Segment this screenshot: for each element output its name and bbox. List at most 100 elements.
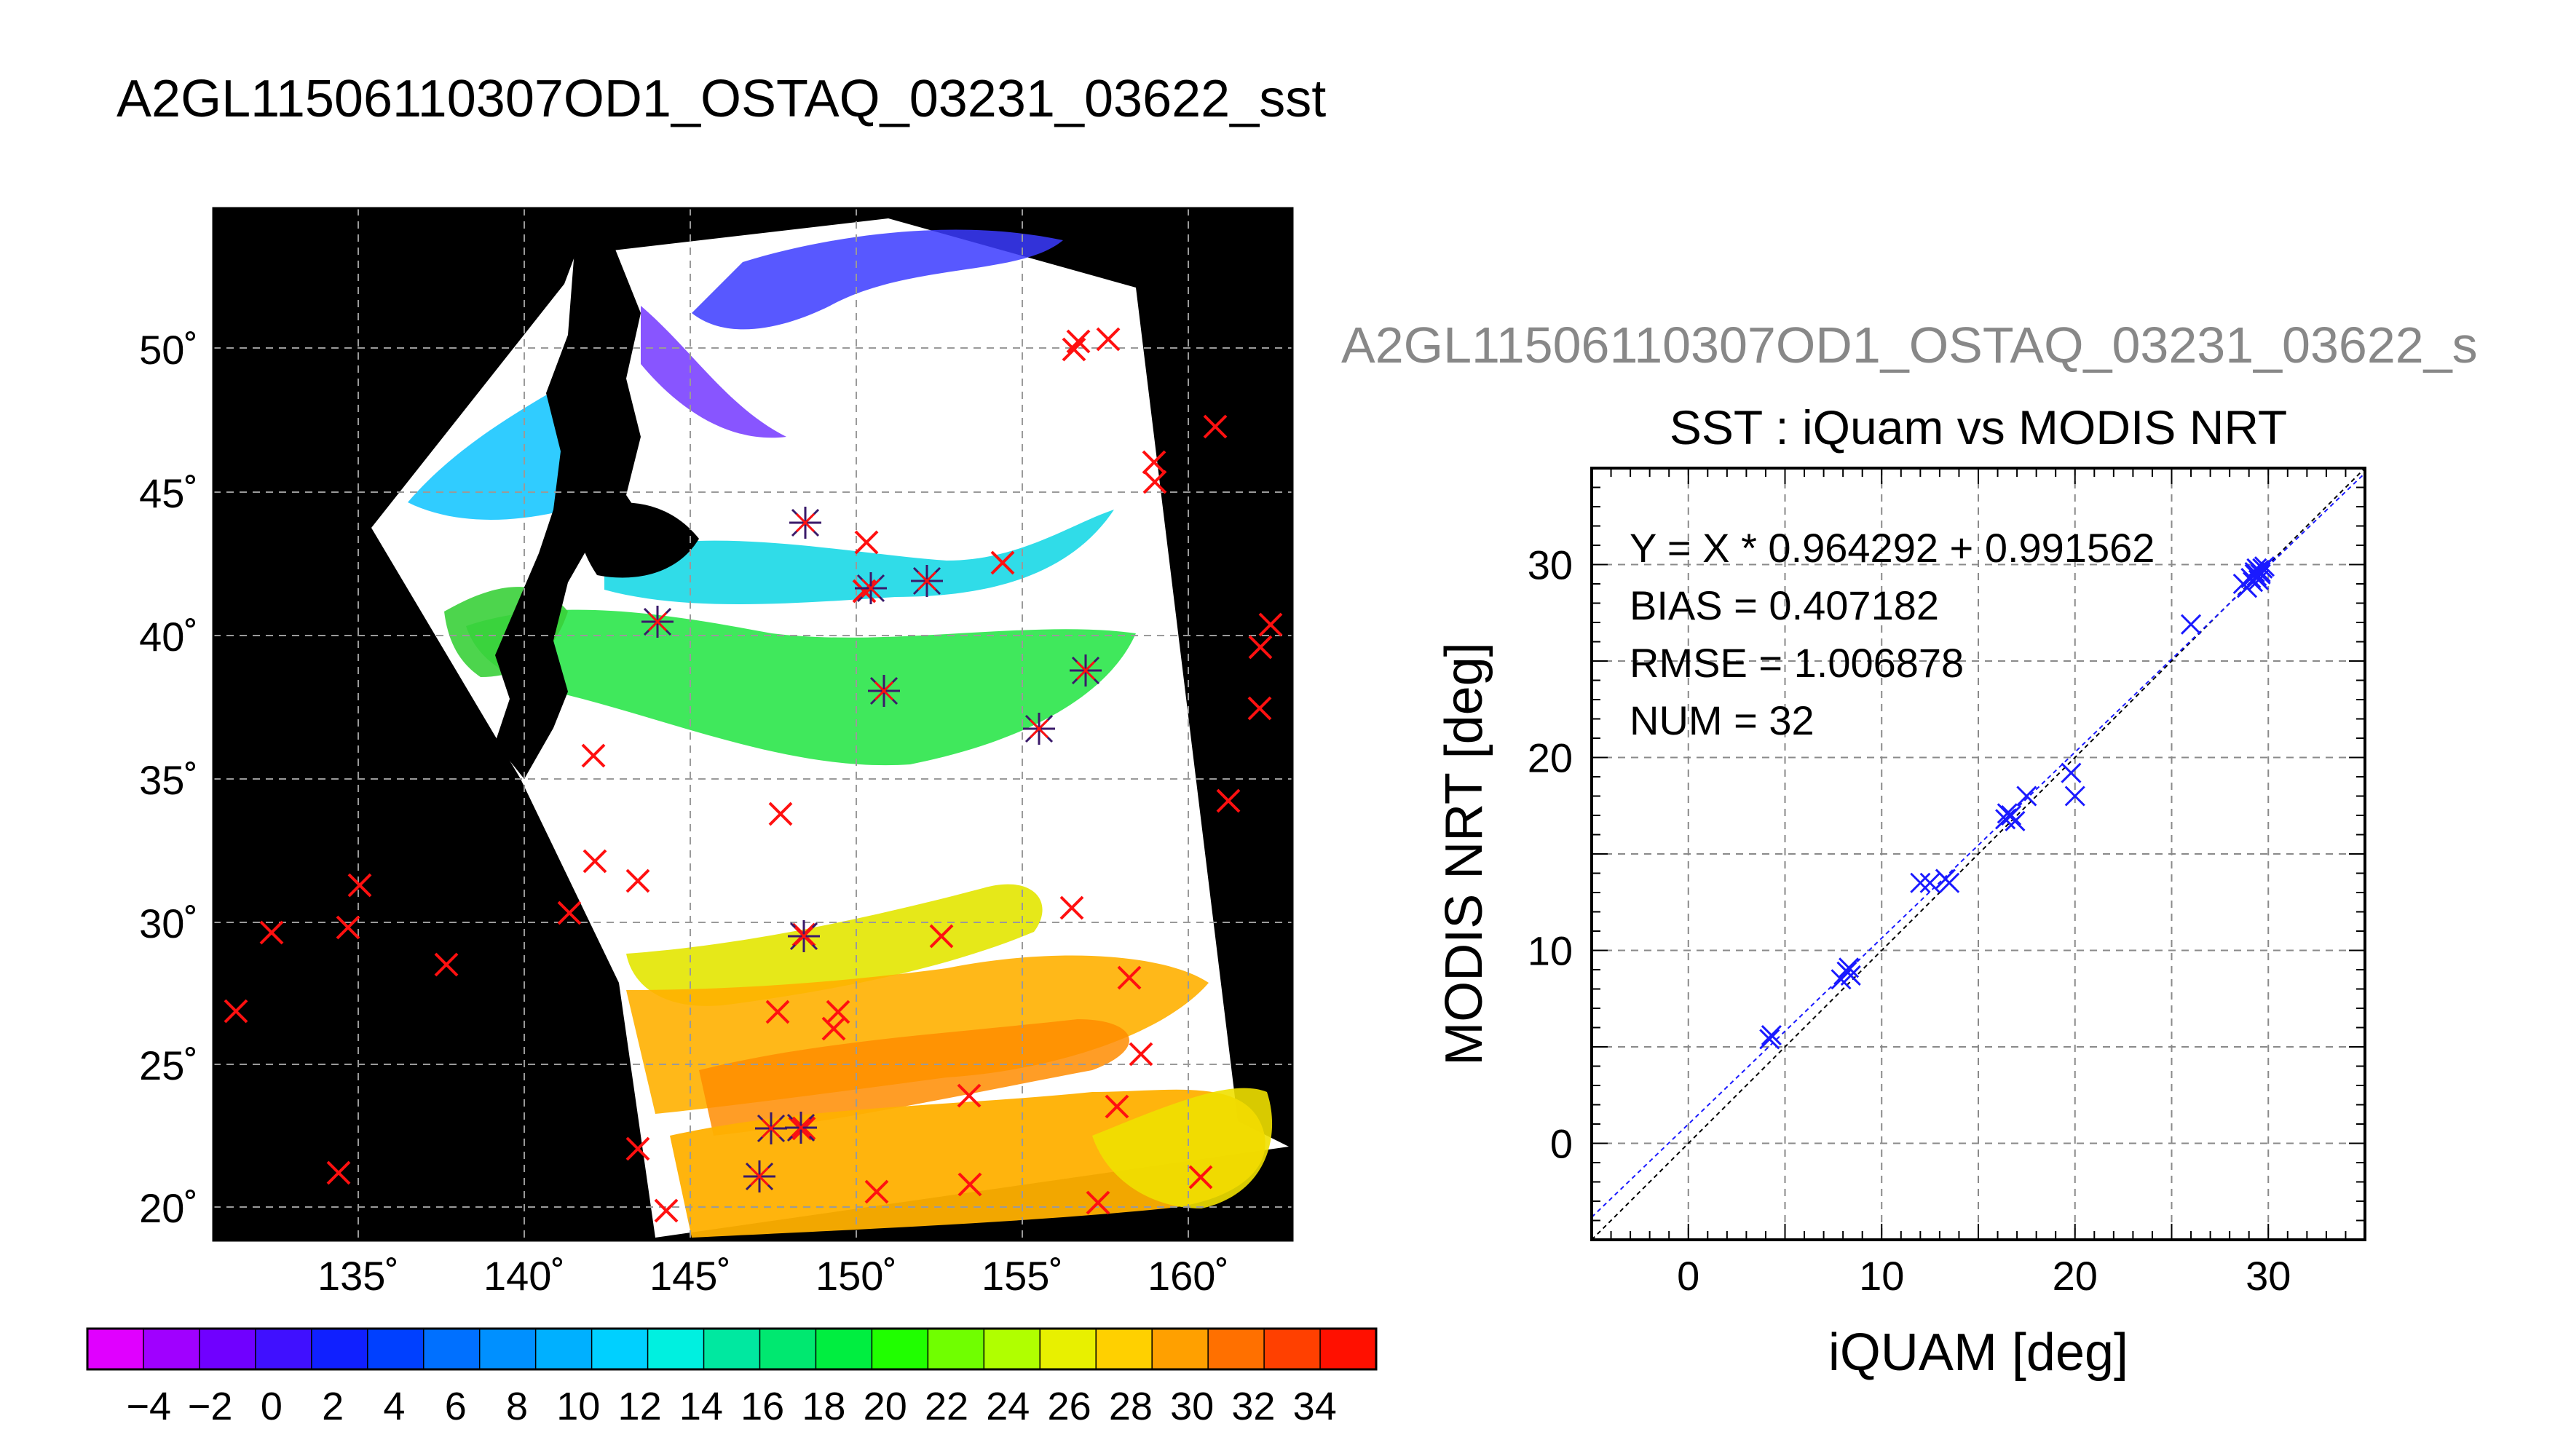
- y-tick-label: 10: [1528, 928, 1573, 974]
- lat-label-50: 50˚: [139, 327, 198, 373]
- colorbar-cell: [1040, 1329, 1097, 1369]
- colorbar-label: 20: [864, 1385, 907, 1428]
- match-marker-red: [864, 1179, 889, 1204]
- colorbar-cell: [311, 1329, 368, 1369]
- colorbar-cell: [479, 1329, 537, 1369]
- map-title: A2GL11506110307OD1_OSTAQ_03231_03622_sst: [117, 70, 1326, 128]
- scatter-points: [1759, 556, 2275, 1050]
- match-marker-red: [768, 802, 793, 826]
- match-marker-red: [765, 1000, 790, 1024]
- bias-stat: BIAS = 0.407182: [1630, 582, 1939, 628]
- colorbar-cell: [703, 1329, 760, 1369]
- data-point: [2001, 804, 2022, 826]
- match-marker-red: [1258, 612, 1283, 637]
- match-marker-red: [791, 1117, 811, 1138]
- match-marker-red: [1075, 660, 1096, 681]
- match-marker-red: [347, 873, 372, 898]
- plot-frame: [1590, 467, 2366, 1241]
- colorbar-label: 26: [1048, 1385, 1091, 1428]
- match-marker-red: [1117, 965, 1142, 990]
- data-point: [2244, 563, 2265, 585]
- match-marker-red: [957, 1172, 982, 1197]
- match-marker-red: [434, 952, 459, 977]
- colorbar-cell: [255, 1329, 312, 1369]
- match-marker-red: [259, 920, 284, 945]
- match-marker-red: [326, 1160, 351, 1185]
- colorbar-label: −4: [126, 1385, 171, 1428]
- colorbar-cells: [87, 1329, 1377, 1369]
- colorbar: −4 −2 0 2 4 6 8 10 12 14 16 18 20 22 24 26 28 30 32 34: [86, 1327, 1378, 1428]
- match-marker-red: [749, 1166, 770, 1187]
- colorbar-cell: [535, 1329, 593, 1369]
- colorbar-cell: [423, 1329, 481, 1369]
- sst-green-band: [466, 609, 1136, 766]
- rmse-stat: RMSE = 1.006878: [1630, 640, 1964, 686]
- match-marker-red: [1096, 327, 1121, 352]
- colorbar-cell: [928, 1329, 984, 1369]
- x-tick-label: 10: [1859, 1253, 1904, 1299]
- colorbar-cell: [367, 1329, 424, 1369]
- data-point: [2061, 762, 2082, 783]
- x-tick-label: 30: [2246, 1253, 2291, 1299]
- match-marker-red: [917, 571, 937, 591]
- colorbar-labels: −4 −2 0 2 4 6 8 10 12 14 16 18 20 22 24 26 28 30 32 34: [126, 1385, 1336, 1428]
- match-marker-red: [336, 915, 360, 940]
- colorbar-frame: [86, 1327, 1378, 1371]
- match-marker-red: [1129, 1042, 1153, 1067]
- colorbar-cell: [143, 1329, 200, 1369]
- colorbar-label: 34: [1293, 1385, 1337, 1428]
- colorbar-cell: [1208, 1329, 1265, 1369]
- colorbar-label: 12: [618, 1385, 662, 1428]
- y-tick-label: 30: [1528, 542, 1573, 588]
- lat-label-35: 35˚: [139, 757, 198, 803]
- match-marker-red: [1105, 1094, 1129, 1119]
- data-point: [2254, 556, 2275, 577]
- x-tick-labels: 0 10 20 30: [1677, 1253, 2291, 1299]
- map-plot: [212, 207, 1294, 1242]
- match-marker-red: [557, 901, 582, 925]
- match-marker-red: [1216, 788, 1241, 813]
- data-point: [1919, 872, 1940, 893]
- match-marker-red: [795, 513, 816, 533]
- match-marker-red: [1247, 696, 1272, 721]
- colorbar-cell: [591, 1329, 649, 1369]
- x-axis-label: iQUAM [deg]: [1828, 1324, 2128, 1382]
- colorbar-label: 16: [741, 1385, 784, 1428]
- x-tick-label: 0: [1677, 1253, 1699, 1299]
- match-marker-red: [821, 1016, 846, 1041]
- colorbar-label: 18: [802, 1385, 845, 1428]
- y-axis-label: MODIS NRT [deg]: [1435, 642, 1493, 1066]
- sst-cold-north: [692, 229, 1063, 330]
- match-marker-red: [1142, 450, 1166, 475]
- match-marker-red: [224, 999, 248, 1024]
- count-stat: NUM = 32: [1630, 697, 1814, 743]
- data-point: [2248, 569, 2270, 590]
- match-marker-red: [1086, 1190, 1110, 1215]
- data-point: [2242, 571, 2264, 593]
- map-grid: [213, 208, 1292, 1241]
- lon-label-155: 155˚: [982, 1253, 1063, 1299]
- data-point: [1840, 965, 1861, 986]
- lon-label-160: 160˚: [1148, 1253, 1229, 1299]
- lat-label-20: 20˚: [139, 1185, 198, 1231]
- colorbar-cell: [87, 1329, 144, 1369]
- match-marker-red: [1142, 470, 1167, 494]
- data-point: [1839, 957, 1860, 978]
- match-marker-red: [1188, 1165, 1213, 1190]
- scatter-plot: Y = X * 0.964292 + 0.991562 BIAS = 0.407…: [1435, 467, 2366, 1382]
- colorbar-cell: [816, 1329, 872, 1369]
- stats-box: Y = X * 0.964292 + 0.991562 BIAS = 0.407…: [1630, 525, 2155, 743]
- landmass-hokkaido: [580, 502, 699, 578]
- data-point: [1910, 872, 1931, 893]
- match-marker-red: [854, 530, 879, 555]
- scatter-title: SST : iQuam vs MODIS NRT: [1670, 400, 2287, 454]
- colorbar-label: 10: [556, 1385, 600, 1428]
- colorbar-cell: [759, 1329, 816, 1369]
- colorbar-cell: [872, 1329, 928, 1369]
- map-lon-labels: 135˚ 140˚ 145˚ 150˚ 155˚ 160˚: [317, 1253, 1229, 1299]
- match-marker-red: [1066, 329, 1091, 354]
- data-point: [1759, 1029, 1780, 1050]
- colorbar-label: 6: [445, 1385, 467, 1428]
- data-point: [1997, 803, 2018, 824]
